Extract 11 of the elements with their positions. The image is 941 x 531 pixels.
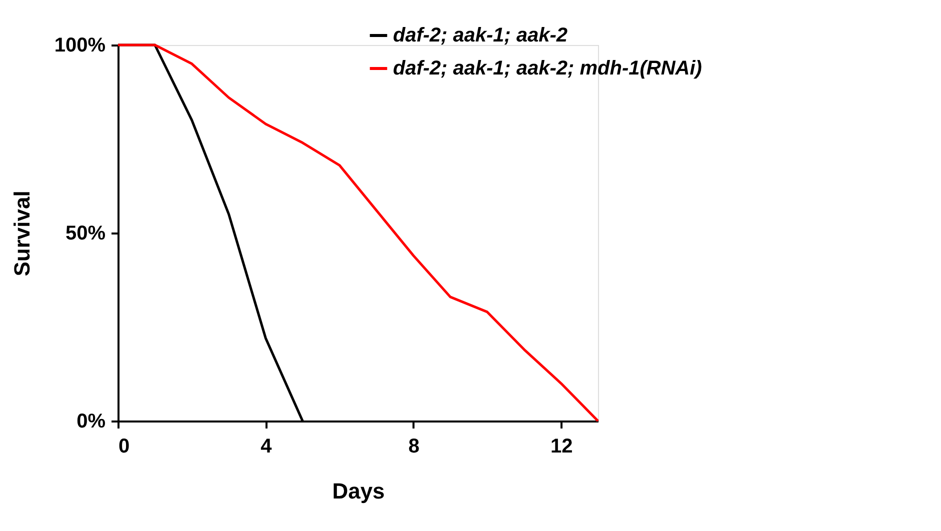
x-tick-label: 4 <box>260 436 273 458</box>
y-axis-title: Survival <box>9 190 34 276</box>
legend-label: daf-2; aak-1; aak-2 <box>393 24 568 46</box>
x-tick-label: 8 <box>408 436 420 458</box>
x-tick-label: 12 <box>550 436 573 458</box>
y-tick-label: 0% <box>76 410 106 432</box>
y-tick-label: 50% <box>65 222 106 244</box>
y-tick-label: 100% <box>54 34 106 56</box>
legend-label: daf-2; aak-1; aak-2; mdh-1(RNAi) <box>393 58 702 80</box>
x-axis-title: Days <box>332 478 385 504</box>
x-tick-label: 0 <box>118 436 130 458</box>
